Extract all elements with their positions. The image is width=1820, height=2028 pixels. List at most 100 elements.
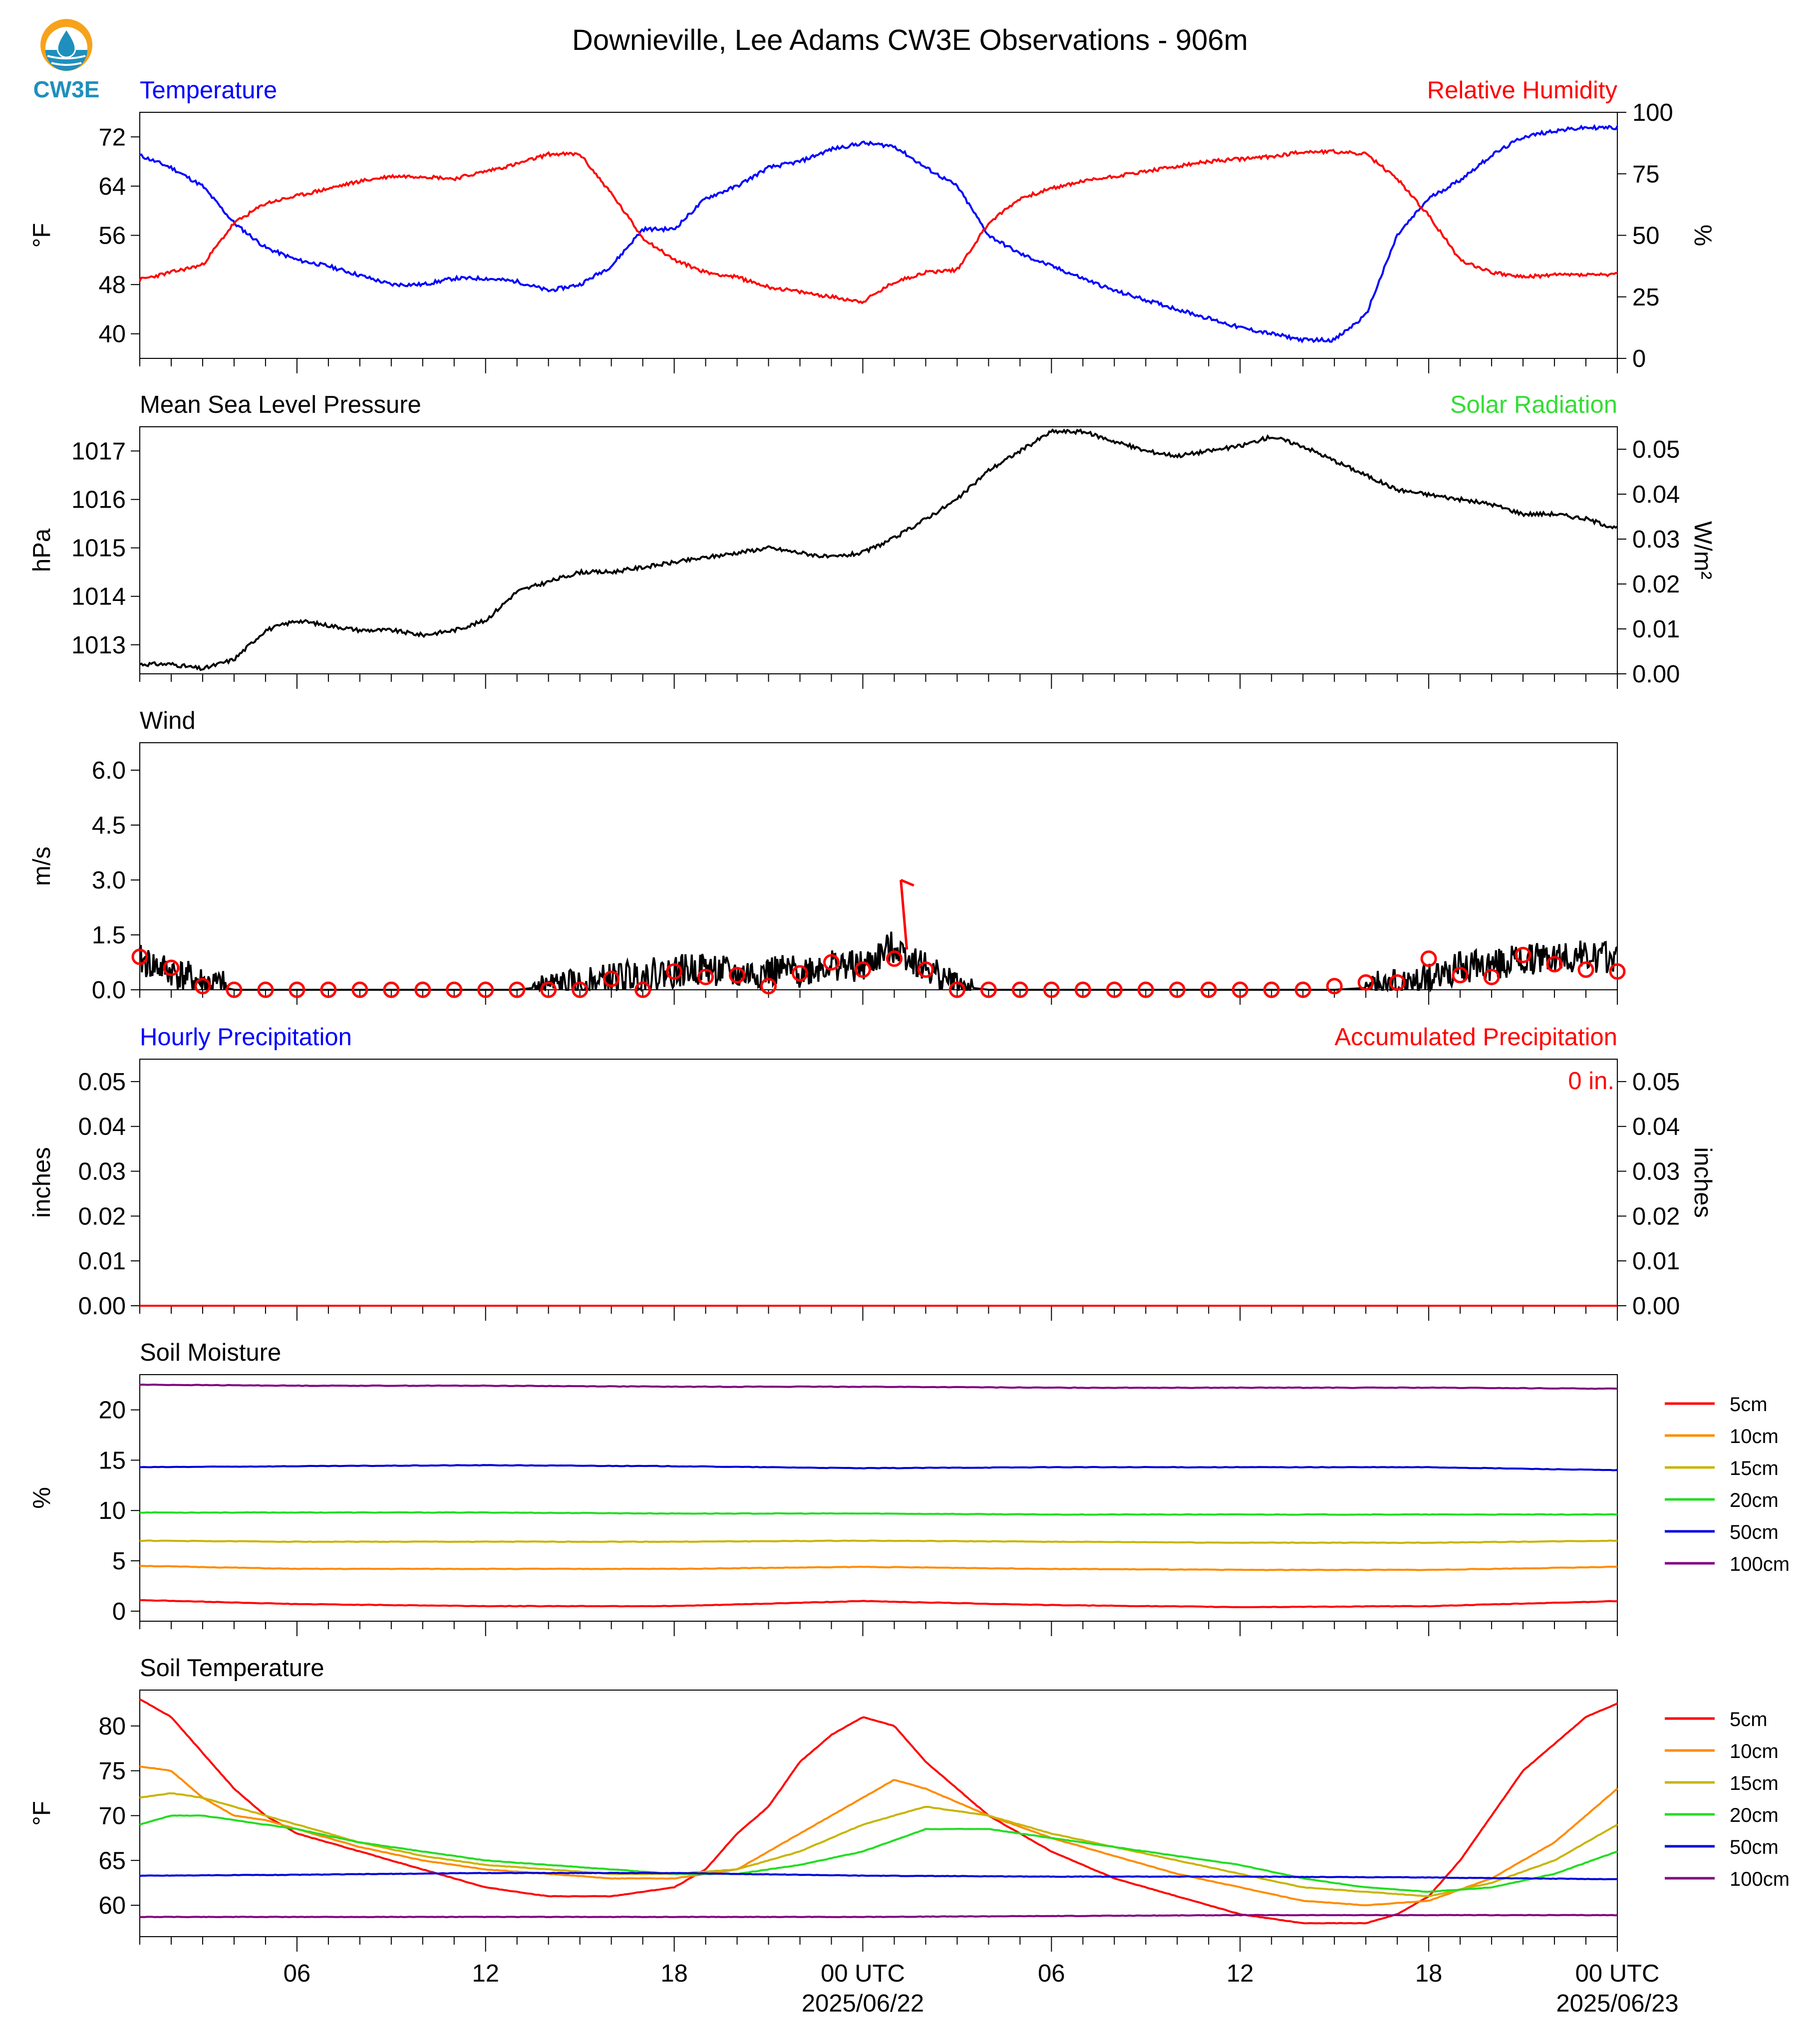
y-tick-label-left: 0.03 xyxy=(78,1159,126,1185)
y-tick-label-left: 1016 xyxy=(71,487,126,514)
y-tick-label-left: 60 xyxy=(98,1892,126,1919)
y-tick-label-left: 75 xyxy=(98,1758,126,1785)
x-tick-label: 06 xyxy=(284,1960,311,1987)
y-tick-label-right: 50 xyxy=(1632,223,1660,250)
y-axis-label-left: °F xyxy=(28,223,55,248)
series-line-5cm xyxy=(139,1698,1618,1925)
y-axis-label-left: % xyxy=(28,1487,55,1509)
wind-marker xyxy=(1200,981,1217,998)
wind-marker xyxy=(131,948,148,965)
series-line-temperature xyxy=(139,124,1618,344)
wind-marker xyxy=(886,950,903,967)
x-tick-label: 18 xyxy=(660,1960,688,1987)
y-tick-label-right: 0.03 xyxy=(1632,526,1680,553)
y-tick-label-right: 0.04 xyxy=(1632,481,1680,508)
panel-soil_moisture: Soil Moisture 0 5 10 15 20% xyxy=(28,1339,1618,1636)
y-tick-label-right: 0.05 xyxy=(1632,436,1680,463)
wind-marker xyxy=(540,981,557,998)
wind-marker xyxy=(1263,981,1280,998)
y-tick-label-right: 0 xyxy=(1632,345,1646,372)
legend-label: 5cm xyxy=(1730,1709,1768,1731)
y-tick-label-left: 1013 xyxy=(71,632,126,659)
panel-title-right: Accumulated Precipitation xyxy=(1334,1024,1617,1051)
series-line-15cm xyxy=(139,1539,1618,1544)
accumulated-precip-label: 0 in. xyxy=(1568,1068,1614,1095)
y-axis-label-left: inches xyxy=(28,1147,55,1218)
panel-title-right: Relative Humidity xyxy=(1427,77,1618,104)
wind-marker xyxy=(1231,981,1248,998)
series-line-100cm xyxy=(139,1383,1618,1390)
wind-marker xyxy=(697,968,714,985)
wind-marker xyxy=(1326,978,1343,995)
legend-label: 5cm xyxy=(1730,1394,1768,1416)
panel-title-left: Soil Temperature xyxy=(140,1655,324,1682)
wind-marker xyxy=(163,959,180,976)
y-tick-label-left: 0.05 xyxy=(78,1069,126,1096)
wind-marker xyxy=(1074,981,1091,998)
wind-marker xyxy=(1546,956,1563,973)
y-axis-label-right: % xyxy=(1689,225,1716,247)
y-tick-label-left: 0.01 xyxy=(78,1248,126,1275)
wind-marker xyxy=(1452,967,1469,984)
x-tick-label: 18 xyxy=(1415,1960,1443,1987)
wind-marker xyxy=(760,978,777,995)
panel-title-left: Wind xyxy=(140,707,196,734)
series-line-20cm xyxy=(139,1511,1618,1516)
legend-soil-moisture: 5cm 10cm 15cm 20cm 50cm 100cm xyxy=(1665,1394,1790,1575)
y-tick-label-right: 0.01 xyxy=(1632,616,1680,643)
wind-marker xyxy=(1515,946,1531,963)
wind-marker xyxy=(1389,974,1406,991)
wind-marker xyxy=(1106,981,1123,998)
y-tick-label-left: 48 xyxy=(98,272,126,298)
y-tick-label-left: 5 xyxy=(112,1548,126,1575)
wind-marker xyxy=(1137,981,1154,998)
x-tick-label: 00 UTC xyxy=(1575,1960,1660,1987)
wind-marker xyxy=(320,981,337,998)
y-tick-label-left: 0.0 xyxy=(92,977,126,1004)
legend-label: 100cm xyxy=(1730,1868,1790,1890)
panel-title-left: Soil Moisture xyxy=(140,1339,281,1366)
panel-frame xyxy=(139,1374,1618,1622)
x-date-label: 2025/06/23 xyxy=(1556,1990,1678,2017)
wind-marker xyxy=(1043,981,1060,998)
series-line-50cm xyxy=(139,1871,1617,1881)
wind-marker xyxy=(1420,950,1437,967)
wind-marker xyxy=(1169,981,1186,998)
water-drop-sun-icon xyxy=(40,19,92,71)
panel-pressure: Mean Sea Level Pressure Solar Radiation 10… xyxy=(28,391,1716,689)
y-tick-label-left: 1014 xyxy=(71,583,126,610)
wind-marker xyxy=(509,981,526,998)
wind-marker xyxy=(1357,974,1374,991)
x-tick-label: 12 xyxy=(1226,1960,1254,1987)
x-tick-label: 12 xyxy=(472,1960,500,1987)
series-line-mean-sea-level-pressure xyxy=(139,428,1618,671)
legend-label: 10cm xyxy=(1730,1426,1779,1448)
wind-marker xyxy=(917,961,934,978)
wind-marker xyxy=(823,954,840,971)
series-line-5cm xyxy=(139,1599,1618,1608)
panel-frame xyxy=(139,426,1618,674)
legend-soil-temperature: 5cm 10cm 15cm 20cm 50cm 100cm xyxy=(1665,1709,1790,1890)
y-tick-label-left: 56 xyxy=(98,223,126,250)
y-tick-label-left: 6.0 xyxy=(92,757,126,784)
y-axis-label-left: °F xyxy=(28,1801,55,1826)
y-tick-label-left: 1017 xyxy=(71,438,126,465)
x-tick-label: 06 xyxy=(1038,1960,1065,1987)
y-tick-label-right: 0.00 xyxy=(1632,661,1680,688)
wind-marker xyxy=(383,981,400,998)
series-line-10cm xyxy=(140,1565,1618,1571)
y-tick-label-right: 0.03 xyxy=(1632,1159,1680,1185)
panel-title-left: Mean Sea Level Pressure xyxy=(140,391,421,418)
legend-label: 20cm xyxy=(1730,1804,1779,1826)
y-tick-label-right: 25 xyxy=(1632,284,1660,311)
y-tick-label-right: 0.04 xyxy=(1632,1114,1680,1141)
wind-marker xyxy=(792,965,809,982)
series-line-100cm xyxy=(139,1914,1618,1918)
y-tick-label-left: 4.5 xyxy=(92,812,126,839)
y-tick-label-right: 100 xyxy=(1632,99,1673,126)
y-tick-label-left: 20 xyxy=(98,1397,126,1424)
wind-marker xyxy=(289,981,305,998)
y-tick-label-right: 0.00 xyxy=(1632,1293,1680,1320)
wind-marker xyxy=(855,961,872,978)
